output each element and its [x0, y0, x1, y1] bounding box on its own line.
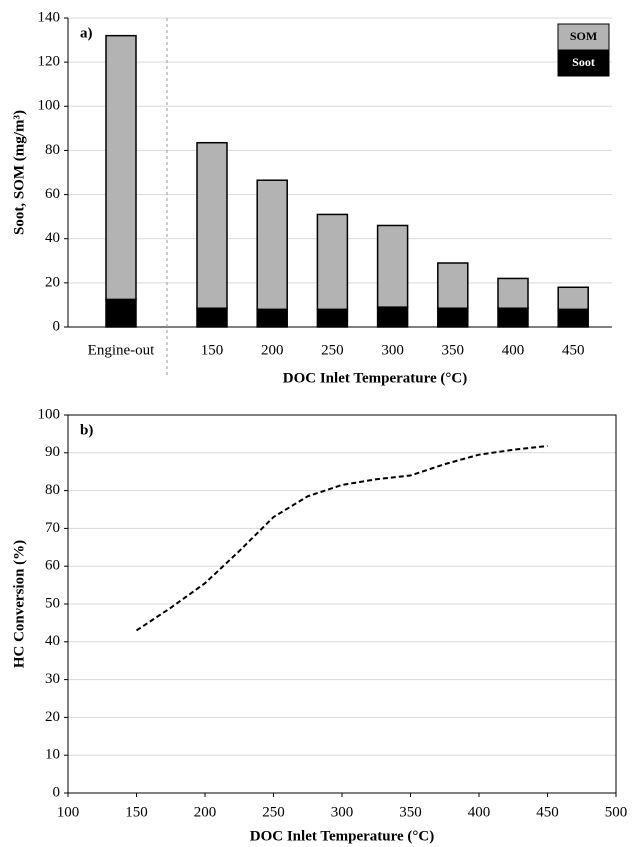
x-tick-label: 300 — [381, 342, 404, 358]
y-tick-label: 0 — [53, 318, 61, 334]
x-tick-label: 200 — [194, 804, 217, 820]
y-tick-label: 50 — [45, 595, 60, 611]
y-tick-label: 40 — [45, 633, 60, 649]
x-tick-label: 250 — [321, 342, 344, 358]
x-tick-label: Engine-out — [88, 342, 155, 358]
y-axis-title: HC Conversion (%) — [11, 540, 27, 668]
x-tick-label: 400 — [502, 342, 525, 358]
x-tick-label: 150 — [125, 804, 148, 820]
bar-segment — [256, 179, 288, 311]
bar-segment — [497, 307, 529, 328]
y-tick-label: 70 — [45, 520, 60, 536]
y-tick-label: 80 — [45, 482, 60, 498]
y-tick-label: 30 — [45, 671, 60, 687]
x-tick-label: 200 — [261, 342, 284, 358]
y-axis-title: Soot, SOM (mg/m³) — [11, 110, 27, 235]
y-tick-label: 10 — [45, 747, 60, 763]
legend-label: SOM — [570, 29, 597, 43]
y-tick-label: 100 — [38, 406, 61, 422]
bar-segment — [105, 298, 137, 328]
legend-swatch — [557, 23, 610, 51]
x-tick-label: 350 — [399, 804, 422, 820]
bar-segment — [497, 277, 529, 309]
panel-label: b) — [80, 422, 93, 438]
bar-segment — [256, 308, 288, 328]
y-tick-label: 20 — [45, 709, 60, 725]
bar-segment — [557, 308, 589, 328]
bar-segment — [105, 34, 137, 301]
bar-segment — [196, 307, 228, 328]
y-tick-label: 60 — [45, 186, 60, 202]
y-tick-label: 100 — [38, 98, 61, 114]
bar-segment — [316, 308, 349, 328]
y-tick-label: 80 — [45, 142, 60, 158]
x-axis-title: DOC Inlet Temperature (°C) — [283, 370, 467, 386]
y-tick-label: 140 — [38, 9, 61, 25]
x-tick-label: 300 — [331, 804, 354, 820]
bar-segment — [376, 306, 409, 328]
bar-segment — [196, 141, 228, 309]
y-tick-label: 40 — [45, 230, 60, 246]
y-tick-label: 120 — [38, 54, 61, 70]
x-tick-label: 350 — [442, 342, 465, 358]
bar-segment — [316, 213, 349, 311]
bar-segment — [437, 307, 469, 328]
data-line — [135, 445, 548, 632]
y-tick-label: 60 — [45, 558, 60, 574]
bar-segment — [376, 224, 409, 308]
x-tick-label: 400 — [468, 804, 491, 820]
panel-label: a) — [80, 25, 93, 41]
x-tick-label: 500 — [605, 804, 628, 820]
bar-segment — [557, 286, 589, 311]
x-tick-label: 450 — [536, 804, 559, 820]
legend-label: Soot — [572, 55, 595, 69]
y-tick-label: 20 — [45, 274, 60, 290]
x-tick-label: 150 — [201, 342, 224, 358]
bar-segment — [437, 262, 469, 309]
x-axis-title: DOC Inlet Temperature (°C) — [250, 828, 434, 844]
y-tick-label: 0 — [53, 784, 61, 800]
y-tick-label: 90 — [45, 444, 60, 460]
x-tick-label: 250 — [262, 804, 285, 820]
x-tick-label: 450 — [562, 342, 585, 358]
x-tick-label: 100 — [57, 804, 80, 820]
